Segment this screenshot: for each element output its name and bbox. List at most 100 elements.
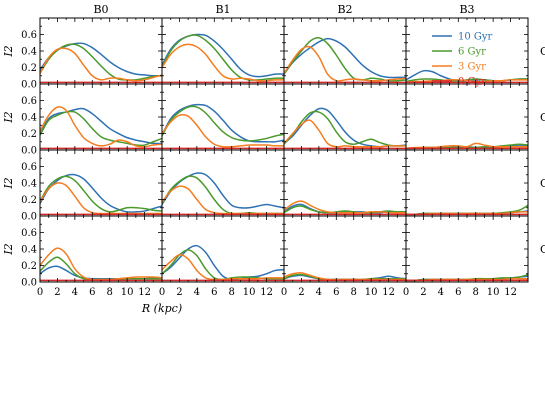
panel-ticks	[39, 84, 162, 151]
panel-lines	[406, 142, 528, 150]
y-tick-label: 0.2	[21, 261, 37, 272]
x-tick-label: 4	[194, 287, 200, 298]
panel-ticks	[39, 18, 162, 85]
x-tick-label: 2	[54, 287, 60, 298]
panel-lines	[162, 244, 284, 282]
panel-ticks	[283, 84, 406, 151]
panel-ticks	[405, 84, 528, 151]
panel-frame	[39, 83, 163, 151]
series-line-3-gyr	[406, 142, 528, 150]
series-line-3-gyr	[40, 182, 162, 215]
panel-b0-g1	[39, 83, 163, 151]
series-line-3-gyr	[162, 114, 284, 148]
legend-label: 3 Gyr	[458, 62, 486, 73]
y-tick-label: 0.6	[21, 228, 37, 239]
panel-ticks	[283, 150, 406, 217]
x-tick-label: 2	[420, 287, 426, 298]
panel-lines	[40, 42, 162, 84]
panel-frame	[39, 215, 163, 283]
series-line-6-gyr	[284, 110, 406, 147]
panel-b0-g3	[39, 215, 163, 283]
legend-label: 0 Gyr	[458, 77, 486, 88]
x-tick-label: 4	[438, 287, 444, 298]
x-tick-label: 6	[89, 287, 95, 298]
panel-lines	[406, 273, 528, 282]
y-tick-label: 0.0	[21, 278, 37, 289]
panel-b1-g2	[161, 149, 285, 217]
y-tick-label: 0.2	[21, 129, 37, 140]
panel-ticks	[283, 216, 406, 283]
x-tick-label: 0	[281, 287, 287, 298]
x-axis-label: R (kpc)	[141, 302, 182, 315]
y-tick-label: 0.4	[21, 113, 37, 124]
row-title-g1: G1	[540, 111, 545, 124]
y-tick-label: 0.6	[21, 96, 37, 107]
series-line-10-gyr	[40, 107, 162, 145]
series-line-6-gyr	[40, 175, 162, 213]
series-line-3-gyr	[284, 119, 406, 148]
y-tick-label: 0.0	[21, 80, 37, 91]
panel-b1-g3	[161, 215, 285, 283]
x-tick-label: 6	[211, 287, 217, 298]
y-tick-labels: 0.0 0.2 0.4 0.6 I2 0.0 0.2 0.4 0.6 I2 0.0 0.2 0.4 0.6…	[2, 30, 37, 289]
panel-frame	[405, 83, 529, 151]
series-line-3-gyr	[162, 253, 284, 281]
panel-ticks	[405, 216, 528, 283]
legend-label: 6 Gyr	[458, 47, 486, 58]
y-tick-label: 0.4	[21, 245, 37, 256]
series-line-6-gyr	[162, 34, 284, 81]
panel-ticks	[39, 216, 162, 283]
panel-frame	[405, 215, 529, 283]
x-tick-label: 8	[351, 287, 357, 298]
row-titles: G0 G1 G2 G3	[540, 45, 545, 256]
series-line-3-gyr	[162, 43, 284, 82]
panel-ticks	[39, 150, 162, 217]
y-axis-label: I2	[2, 243, 15, 255]
y-tick-label: 0.2	[21, 63, 37, 74]
x-tick-label: 10	[243, 287, 256, 298]
panel-ticks	[405, 150, 528, 217]
panel-lines	[284, 107, 406, 150]
panel-frame	[283, 83, 407, 151]
series-line-3-gyr	[406, 79, 528, 84]
series-line-10-gyr	[162, 244, 284, 281]
y-axis-label: I2	[2, 111, 15, 123]
x-tick-label: 4	[72, 287, 78, 298]
panel-frame	[161, 83, 285, 151]
panel-b0-g2	[39, 149, 163, 217]
panel-lines	[284, 272, 406, 282]
legend-label: 10 Gyr	[458, 32, 493, 43]
x-tick-label: 0	[159, 287, 165, 298]
legend-item-3-gyr: 3 Gyr	[432, 62, 486, 73]
x-tick-label: 10	[365, 287, 378, 298]
legend-item-0-gyr: 0 Gyr	[432, 77, 486, 88]
panel-lines	[284, 200, 406, 216]
x-tick-label: 8	[107, 287, 113, 298]
x-tick-label: 10	[487, 287, 500, 298]
panels	[39, 17, 529, 283]
series-line-3-gyr	[284, 200, 406, 214]
x-tick-label: 8	[229, 287, 235, 298]
y-tick-label: 0.6	[21, 162, 37, 173]
x-tick-label: 6	[333, 287, 339, 298]
x-tick-label: 12	[382, 287, 395, 298]
panel-b3-g3	[405, 215, 529, 283]
series-line-10-gyr	[162, 172, 284, 209]
panel-b0-g0	[39, 17, 163, 85]
series-line-10-gyr	[162, 103, 284, 143]
x-tick-label: 10	[121, 287, 134, 298]
panel-frame	[161, 17, 285, 85]
x-tick-label: 12	[138, 287, 151, 298]
series-line-6-gyr	[40, 256, 162, 281]
panel-lines	[162, 103, 284, 150]
row-title-g2: G2	[540, 177, 545, 190]
panel-lines	[284, 36, 406, 84]
panel-lines	[406, 204, 528, 216]
x-tick-label: 6	[455, 287, 461, 298]
panel-lines	[162, 172, 284, 216]
x-tick-label: 12	[504, 287, 517, 298]
series-line-3-gyr	[284, 272, 406, 281]
panel-lines	[40, 173, 162, 216]
series-line-3-gyr	[40, 47, 162, 82]
